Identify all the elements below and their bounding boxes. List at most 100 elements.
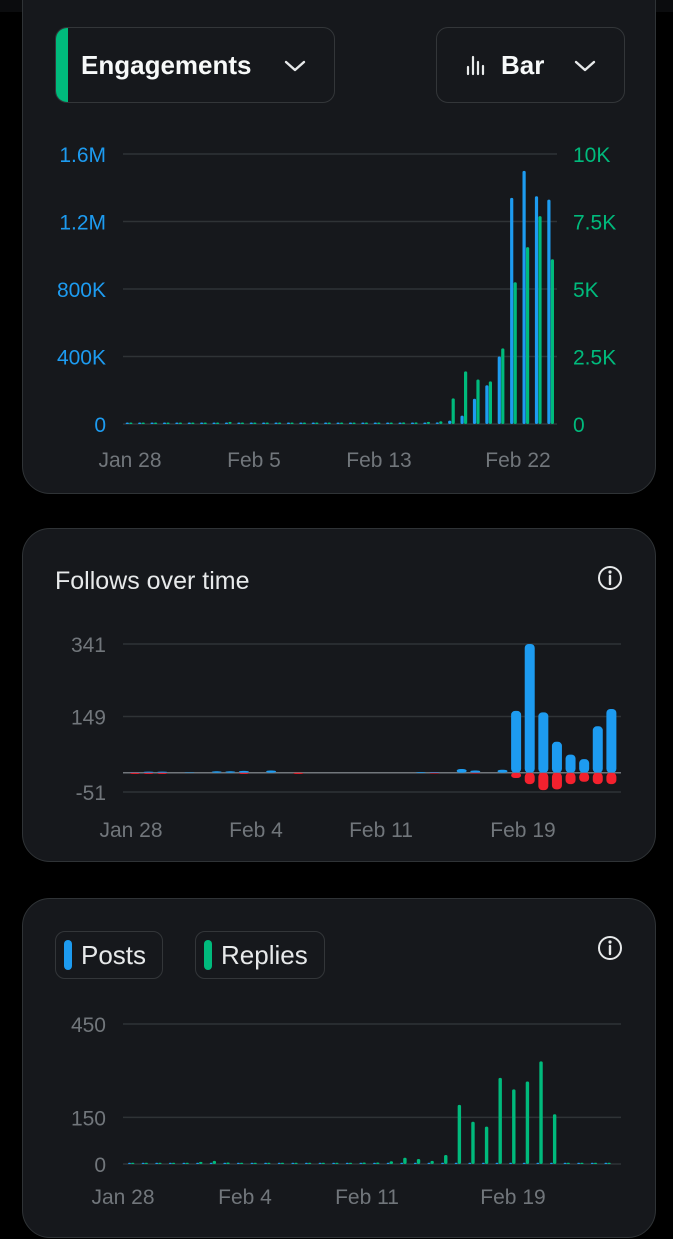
bar-impressions xyxy=(510,198,513,424)
bar-engagements xyxy=(476,379,479,424)
y-tick-label: 450 xyxy=(71,1014,106,1037)
bar-engagements xyxy=(352,423,355,425)
bar-engagements xyxy=(129,423,132,425)
bar-impressions xyxy=(287,423,290,425)
bar-posts xyxy=(223,1163,226,1164)
bar-posts xyxy=(387,1163,390,1164)
bar-posts xyxy=(564,1163,567,1164)
bar-posts xyxy=(455,1163,458,1164)
bar-replies xyxy=(226,1162,229,1164)
bar-replies xyxy=(172,1163,175,1164)
bar-engagements xyxy=(390,423,393,425)
bar-posts xyxy=(210,1163,213,1164)
bar-engagements xyxy=(166,423,169,425)
bar-posts xyxy=(332,1163,335,1164)
bar-follows-gained xyxy=(225,771,235,773)
bar-posts xyxy=(468,1163,471,1164)
bar-engagements xyxy=(142,423,145,425)
bar-follows-gained xyxy=(525,644,535,773)
bar-engagements xyxy=(340,423,343,425)
bar-impressions xyxy=(423,423,426,425)
bar-posts xyxy=(305,1163,308,1164)
bar-posts xyxy=(155,1163,158,1164)
bar-follows-gained xyxy=(144,772,154,773)
bar-replies xyxy=(213,1161,216,1164)
bar-replies xyxy=(485,1127,488,1164)
bar-posts xyxy=(169,1163,172,1164)
bar-follows-gained xyxy=(266,770,276,772)
bar-follows-gained xyxy=(579,759,589,773)
bar-posts xyxy=(196,1163,199,1164)
bar-engagements xyxy=(315,423,318,425)
bar-engagements xyxy=(204,423,207,425)
bar-impressions xyxy=(386,423,389,425)
bar-impressions xyxy=(188,423,191,425)
bar-posts xyxy=(182,1163,185,1164)
bar-replies xyxy=(294,1163,297,1164)
bar-follows-gained xyxy=(470,770,480,772)
bar-impressions xyxy=(299,423,302,425)
bar-replies xyxy=(185,1163,188,1164)
bar-impressions xyxy=(498,357,501,425)
bar-posts xyxy=(346,1163,349,1164)
bar-impressions xyxy=(213,423,216,425)
bar-follows-lost xyxy=(538,773,548,790)
y-tick-label: -51 xyxy=(76,782,106,805)
bar-engagements xyxy=(241,423,244,425)
bar-engagements xyxy=(489,381,492,424)
bar-engagements xyxy=(538,216,541,424)
bar-posts xyxy=(142,1163,145,1164)
bar-replies xyxy=(362,1162,365,1164)
bar-posts xyxy=(373,1163,376,1164)
bar-impressions xyxy=(473,399,476,424)
bar-engagements xyxy=(402,422,405,424)
bar-follows-lost xyxy=(144,773,154,774)
bar-follows-gained xyxy=(429,772,439,773)
bar-impressions xyxy=(138,423,141,425)
bar-replies xyxy=(322,1163,325,1164)
bar-engagements xyxy=(191,423,194,425)
bar-replies xyxy=(499,1078,502,1164)
y-tick-label: 0 xyxy=(94,1154,106,1177)
bar-engagements xyxy=(414,422,417,424)
x-tick-label: Feb 19 xyxy=(490,819,555,842)
bar-replies xyxy=(376,1162,379,1164)
bar-posts xyxy=(359,1163,362,1164)
bar-replies xyxy=(199,1162,202,1164)
x-tick-label: Feb 11 xyxy=(335,1186,399,1209)
bar-replies xyxy=(254,1163,257,1164)
y-tick-right: 2.5K xyxy=(573,347,616,370)
bar-follows-lost xyxy=(130,773,140,774)
bar-impressions xyxy=(374,423,377,425)
bar-posts xyxy=(550,1163,553,1164)
bar-replies xyxy=(240,1163,243,1164)
bar-impressions xyxy=(262,423,265,425)
bar-engagements xyxy=(551,259,554,424)
bar-replies xyxy=(444,1155,447,1164)
bar-impressions xyxy=(237,423,240,425)
x-tick-label: Jan 28 xyxy=(98,449,161,472)
bar-posts xyxy=(604,1163,607,1164)
bar-replies xyxy=(158,1163,161,1164)
bar-engagements xyxy=(253,423,256,425)
bar-replies xyxy=(349,1163,352,1164)
x-tick-label: Feb 11 xyxy=(349,819,413,842)
bar-follows-gained xyxy=(157,772,167,773)
bar-posts xyxy=(264,1163,267,1164)
x-tick-label: Feb 22 xyxy=(485,449,550,472)
y-tick-right: 0 xyxy=(573,414,585,437)
bar-follows-gained xyxy=(593,726,603,772)
bar-impressions xyxy=(151,423,154,425)
y-tick-label: 149 xyxy=(71,706,106,729)
bar-posts xyxy=(591,1163,594,1164)
bar-replies xyxy=(267,1163,270,1164)
bar-follows-gained xyxy=(606,709,616,773)
bar-impressions xyxy=(175,423,178,425)
bar-engagements xyxy=(452,398,455,424)
bar-engagements xyxy=(514,282,517,424)
bar-posts xyxy=(400,1163,403,1164)
bar-impressions xyxy=(436,422,439,424)
